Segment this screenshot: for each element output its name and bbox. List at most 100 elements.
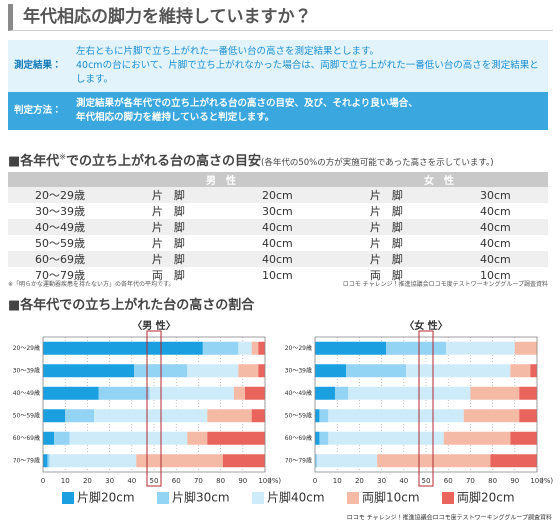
legend-label: 片脚20cm <box>77 490 135 505</box>
y-tick-label: 70～79歳 <box>285 456 312 464</box>
header-cell: 男 性 <box>112 172 330 187</box>
table-cell: 40cm <box>442 219 548 235</box>
bar-segment <box>207 409 252 423</box>
table-cell: 10cm <box>262 268 293 282</box>
x-tick-label: 100 <box>530 477 543 485</box>
x-axis-label: (%) <box>541 477 553 485</box>
bar-segment <box>136 454 223 468</box>
x-tick-label: 20 <box>355 477 364 485</box>
x-tick-label: 50 <box>422 477 431 485</box>
table-cell: 30cm <box>262 204 293 218</box>
bar-segment <box>519 386 537 400</box>
bar-segment <box>510 364 531 378</box>
bar-segment <box>54 431 70 445</box>
table-cell: 片 脚 <box>329 187 443 203</box>
y-tick-label: 40～49歳 <box>13 389 40 397</box>
table-cell: 40cm <box>224 219 330 235</box>
x-tick-label: 50 <box>150 477 159 485</box>
y-tick-label: 60～69歳 <box>285 434 312 442</box>
legend-label: 片脚30cm <box>172 490 230 505</box>
bar-segment <box>251 409 265 423</box>
bar-segment <box>317 454 378 468</box>
x-tick-label: 20 <box>83 477 92 485</box>
notice-label: 判定方法： <box>14 105 62 116</box>
table-heading: ■各年代※での立ち上がれる台の高さの目安(各年代の50%の方が実施可能であった高… <box>8 150 553 169</box>
bar-segment <box>43 364 135 378</box>
bar-segment <box>319 409 329 423</box>
heading-text: ■各年代 <box>8 154 60 169</box>
bar-segment <box>490 454 537 468</box>
legend-swatch <box>442 492 454 504</box>
table-cell: 40cm <box>480 236 511 250</box>
table-cell: 70～79歳 <box>35 269 85 282</box>
bar-segment <box>315 431 320 445</box>
legend-swatch <box>62 492 74 504</box>
table-header: 男 性女 性 <box>8 172 548 187</box>
bar-segment <box>315 454 318 468</box>
bar-segment <box>445 341 515 355</box>
bar-segment <box>202 341 239 355</box>
bar-segment <box>187 431 208 445</box>
bar-segment <box>43 409 66 423</box>
bar-segment <box>43 431 55 445</box>
notice-row: 測定結果： 左右ともに片脚で立ち上がれた一番低い台の高さを測定結果とします。 40c… <box>8 40 548 92</box>
notice-row: 判定方法： 測定結果が各年代での立ち上がれる台の高さの目安、及び、それより良い場合… <box>8 92 548 130</box>
table-cell: 30cm <box>442 187 548 203</box>
table-row: 40～49歳片 脚 40cm 片 脚 40cm <box>8 219 548 235</box>
source: ロコモ チャレンジ！推進協議会ロコモ度テストワーキンググループ調査資料 <box>347 514 552 522</box>
notice-line: 40cmの台において、片脚で立ち上がれなかった場合は、両脚で立ち上がれた一番低い… <box>76 60 539 85</box>
table-cell: 片 脚 <box>112 187 225 203</box>
x-tick-label: 90 <box>510 477 519 485</box>
plot-frame <box>42 336 266 473</box>
x-tick-label: 40 <box>127 477 136 485</box>
bar-segment <box>463 409 520 423</box>
bar-segment <box>43 341 203 355</box>
x-tick-label: 70 <box>466 477 475 485</box>
bar-segment <box>510 431 537 445</box>
legend-swatch <box>347 492 359 504</box>
x-tick-label: 0 <box>41 477 45 485</box>
chart-title: 〈男 性〉 <box>132 319 175 332</box>
table-cell: 片 脚 <box>369 237 403 250</box>
notice-lines: 測定結果が各年代での立ち上がれる台の高さの目安、及び、それより良い場合、 年代相応… <box>76 97 542 125</box>
bar-segment <box>386 341 446 355</box>
table-subheading: (各年代の50%の方が実施可能であった高さを示しています。) <box>261 158 494 168</box>
bar-segment <box>238 341 252 355</box>
x-tick-label: 90 <box>238 477 247 485</box>
page-title: 年代相応の脚力を維持していますか？ <box>8 4 553 31</box>
bar-segment <box>315 364 347 378</box>
bar-segment <box>315 341 387 355</box>
source: ロコモ チャレンジ！推進協議会ロコモ度テストワーキンググループ調査資料 <box>342 281 548 288</box>
x-tick-label: 10 <box>61 477 70 485</box>
bar-segment <box>222 454 265 468</box>
table-cell: 片 脚 <box>369 205 403 218</box>
x-tick-label: 0 <box>313 477 317 485</box>
notice-line: 年代相応の脚力を維持していると判定します。 <box>76 112 275 123</box>
bar-segment <box>187 364 239 378</box>
legend-swatch <box>252 492 264 504</box>
bar-segment <box>315 386 335 400</box>
x-tick-label: 80 <box>488 477 497 485</box>
x-tick-label: 100 <box>258 477 271 485</box>
bar-segment <box>346 364 407 378</box>
header-cell: 女 性 <box>329 172 548 187</box>
bar-segment <box>258 364 265 378</box>
bar-segment <box>149 386 234 400</box>
y-tick-label: 20～29歳 <box>13 344 40 352</box>
bar-segment <box>245 386 265 400</box>
bar-segment <box>470 386 520 400</box>
heading-text: での立ち上がれる台の高さの目安 <box>66 154 262 169</box>
legend-swatch <box>157 492 169 504</box>
x-axis-label: (%) <box>269 477 281 485</box>
y-tick-label: 70～79歳 <box>13 456 40 464</box>
notice-label: 測定結果： <box>14 60 62 71</box>
table-row: 20～29歳片 脚 20cm 片 脚 30cm <box>8 187 548 203</box>
bar-segment <box>334 386 349 400</box>
bar-segment <box>43 386 99 400</box>
height-table: 男 性女 性 20～29歳片 脚 20cm 片 脚 30cm 30～39歳片 脚 30cm… <box>8 172 548 283</box>
legend-label: 両脚10cm <box>362 490 420 505</box>
table-row: 70～79歳 両 脚 10cm 両 脚 10cm <box>8 267 548 283</box>
table-cell: 片 脚 <box>112 251 225 267</box>
